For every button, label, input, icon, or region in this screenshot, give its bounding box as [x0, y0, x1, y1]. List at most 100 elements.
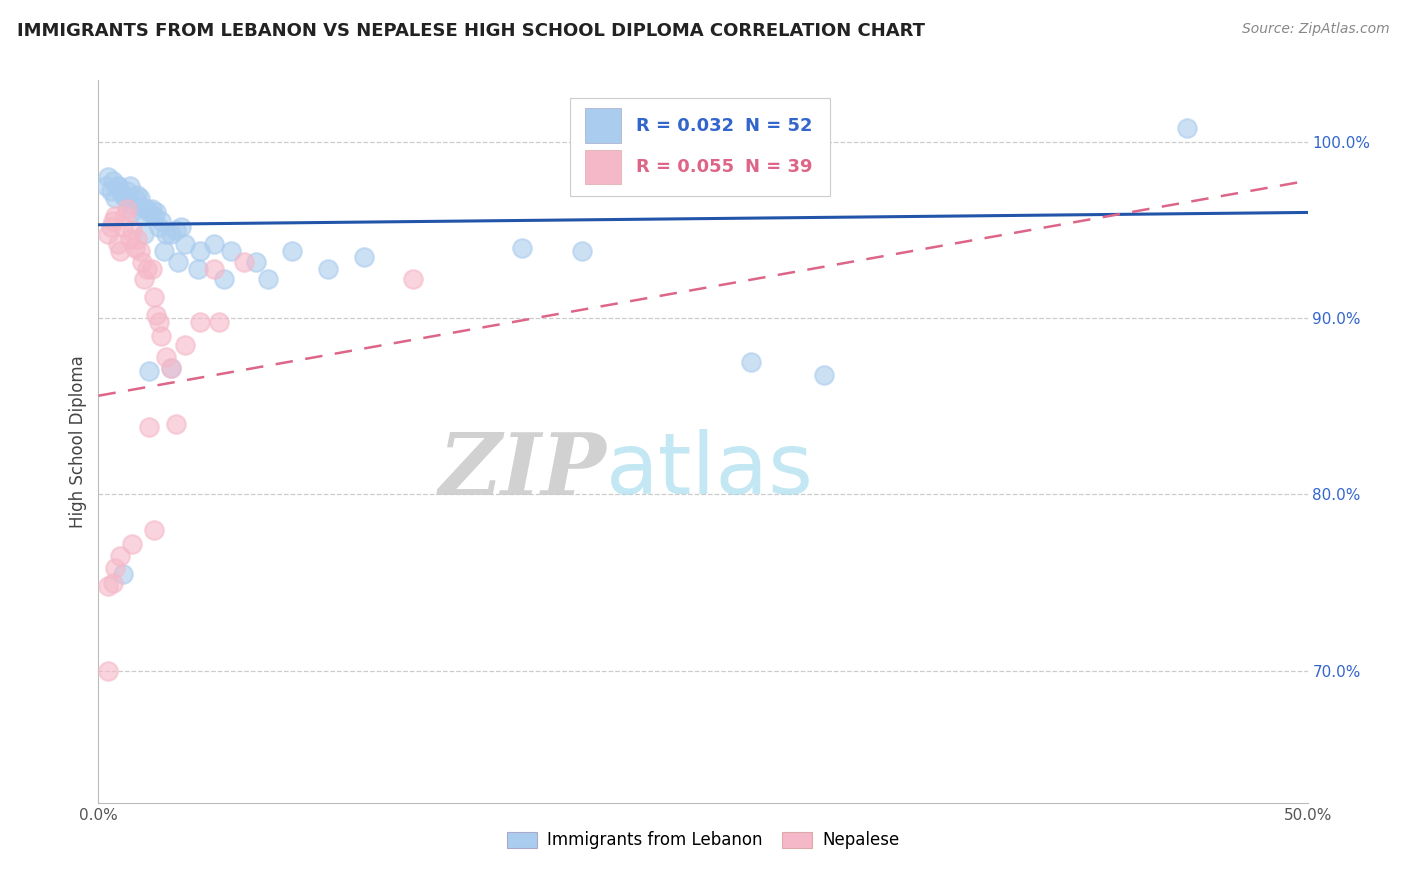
Point	[212, 272, 235, 286]
Point	[128, 191, 150, 205]
Point	[124, 191, 146, 205]
Point	[107, 237, 129, 252]
Point	[1175, 120, 1198, 135]
FancyBboxPatch shape	[585, 150, 621, 185]
Point	[169, 219, 191, 234]
Point	[143, 209, 166, 223]
Point	[232, 254, 254, 268]
Point	[510, 241, 533, 255]
Point	[131, 254, 153, 268]
Point	[97, 227, 120, 241]
Point	[124, 241, 146, 255]
Point	[121, 205, 143, 219]
Point	[121, 196, 143, 211]
Point	[121, 223, 143, 237]
Text: N = 52: N = 52	[745, 117, 813, 135]
Point	[127, 187, 149, 202]
Point	[134, 272, 156, 286]
Point	[117, 202, 139, 216]
Text: Source: ZipAtlas.com: Source: ZipAtlas.com	[1241, 22, 1389, 37]
FancyBboxPatch shape	[585, 109, 621, 143]
Point	[167, 254, 190, 268]
Point	[117, 184, 139, 198]
Point	[104, 191, 127, 205]
Point	[111, 219, 134, 234]
Text: atlas: atlas	[606, 429, 814, 512]
Text: IMMIGRANTS FROM LEBANON VS NEPALESE HIGH SCHOOL DIPLOMA CORRELATION CHART: IMMIGRANTS FROM LEBANON VS NEPALESE HIGH…	[17, 22, 925, 40]
Point	[353, 250, 375, 264]
Point	[101, 214, 124, 228]
Point	[134, 209, 156, 223]
Text: R = 0.055: R = 0.055	[637, 158, 734, 176]
Point	[174, 337, 197, 351]
Point	[571, 244, 593, 259]
Point	[138, 205, 160, 219]
Point	[101, 174, 124, 188]
Point	[160, 227, 183, 241]
Point	[150, 214, 173, 228]
Point	[160, 360, 183, 375]
Point	[148, 315, 170, 329]
Point	[100, 219, 122, 234]
Point	[131, 200, 153, 214]
Point	[145, 205, 167, 219]
Point	[141, 202, 163, 216]
Point	[135, 261, 157, 276]
Point	[121, 537, 143, 551]
Point	[138, 420, 160, 434]
Point	[281, 244, 304, 259]
Point	[316, 261, 339, 276]
Point	[111, 566, 134, 581]
Point	[187, 261, 209, 276]
FancyBboxPatch shape	[569, 98, 830, 196]
Point	[155, 227, 177, 241]
Point	[107, 179, 129, 194]
Point	[155, 350, 177, 364]
Point	[97, 579, 120, 593]
Point	[256, 272, 278, 286]
Point	[118, 179, 141, 194]
Point	[204, 237, 226, 252]
Point	[188, 315, 211, 329]
Point	[107, 179, 129, 194]
Point	[108, 184, 131, 198]
Point	[108, 244, 131, 259]
Point	[128, 244, 150, 259]
Point	[94, 179, 117, 194]
Point	[97, 170, 120, 185]
Point	[134, 227, 156, 241]
Point	[114, 191, 136, 205]
Point	[97, 664, 120, 678]
Point	[813, 368, 835, 382]
Point	[221, 244, 243, 259]
Point	[402, 272, 425, 286]
Point	[104, 209, 127, 223]
Point	[152, 244, 174, 259]
Point	[111, 187, 134, 202]
Point	[114, 209, 136, 223]
Point	[118, 232, 141, 246]
Point	[204, 261, 226, 276]
Point	[104, 561, 127, 575]
Point	[101, 575, 124, 590]
Point	[141, 261, 163, 276]
Y-axis label: High School Diploma: High School Diploma	[69, 355, 87, 528]
Point	[127, 232, 149, 246]
Point	[143, 523, 166, 537]
Point	[108, 549, 131, 563]
Point	[150, 328, 173, 343]
Point	[740, 355, 762, 369]
Point	[208, 315, 231, 329]
Point	[145, 308, 167, 322]
Point	[135, 202, 157, 216]
Point	[160, 360, 183, 375]
Point	[188, 244, 211, 259]
Point	[245, 254, 267, 268]
Point	[174, 237, 197, 252]
Point	[165, 417, 187, 431]
Point	[148, 219, 170, 234]
Legend: Immigrants from Lebanon, Nepalese: Immigrants from Lebanon, Nepalese	[501, 824, 905, 856]
Point	[100, 184, 122, 198]
Text: R = 0.032: R = 0.032	[637, 117, 734, 135]
Point	[143, 290, 166, 304]
